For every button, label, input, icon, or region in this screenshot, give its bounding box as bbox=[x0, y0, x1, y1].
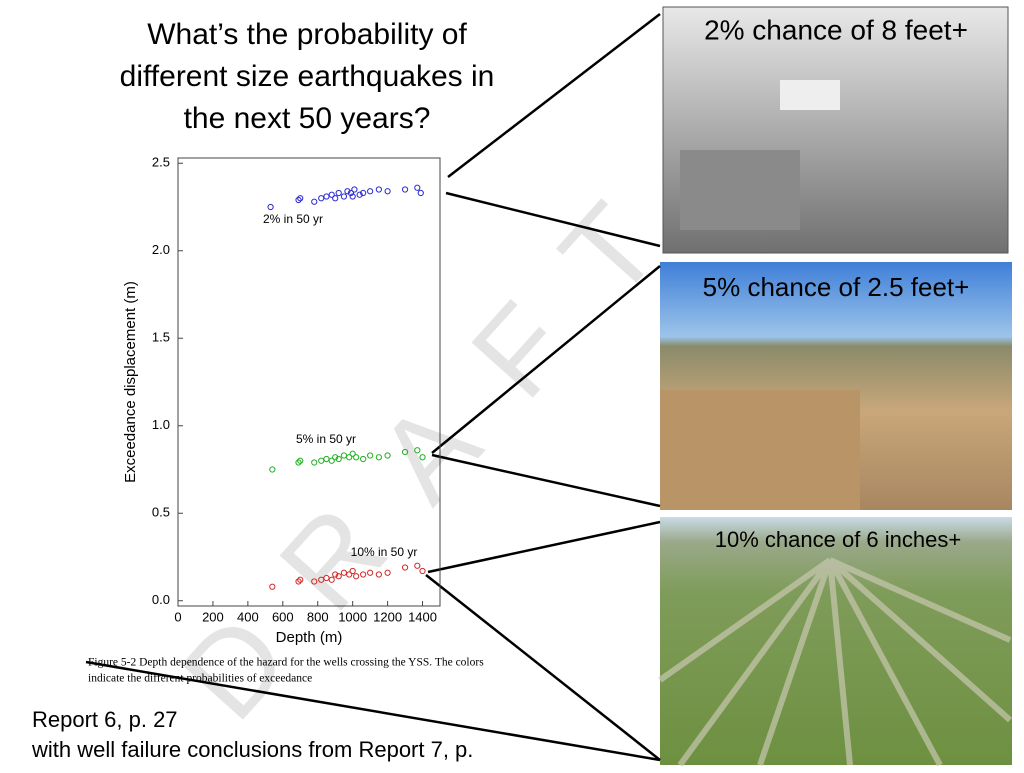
data-point bbox=[297, 576, 304, 583]
x-tick-label: 1200 bbox=[373, 609, 402, 624]
series-label: 5% in 50 yr bbox=[296, 432, 356, 446]
data-point bbox=[311, 578, 318, 585]
data-point bbox=[375, 571, 382, 578]
x-tick-label: 600 bbox=[272, 609, 294, 624]
data-point bbox=[344, 188, 351, 195]
data-point bbox=[297, 457, 304, 464]
y-tick-label: 0.5 bbox=[152, 505, 170, 520]
photo-building bbox=[780, 80, 840, 110]
data-point bbox=[332, 195, 339, 202]
connectors bbox=[85, 13, 661, 762]
y-tick-label: 1.0 bbox=[152, 417, 170, 432]
data-point bbox=[335, 573, 342, 580]
photo-scarp bbox=[660, 390, 860, 510]
data-point bbox=[401, 448, 409, 456]
data-point bbox=[414, 184, 421, 191]
data-point bbox=[401, 564, 409, 571]
photo-caption: 2% chance of 8 feet+ bbox=[704, 14, 968, 45]
data-point bbox=[335, 189, 342, 197]
data-point bbox=[311, 459, 318, 466]
data-point bbox=[335, 455, 342, 463]
y-tick-label: 2.5 bbox=[152, 155, 170, 170]
data-point bbox=[360, 455, 367, 463]
data-point bbox=[340, 193, 348, 200]
x-axis-label: Depth (m) bbox=[276, 629, 343, 646]
y-axis-label: Exceedance displacement (m) bbox=[122, 281, 139, 483]
data-point bbox=[384, 188, 391, 195]
data-point bbox=[297, 195, 304, 202]
photo-furrows bbox=[658, 557, 1012, 767]
data-point bbox=[375, 454, 382, 461]
data-point bbox=[353, 573, 360, 580]
data-point bbox=[419, 567, 426, 575]
data-point bbox=[323, 193, 330, 200]
figure-caption: Figure 5-2 Depth dependence of the hazar… bbox=[88, 657, 484, 669]
data-point bbox=[311, 198, 318, 205]
photo-fence bbox=[680, 150, 800, 230]
data-point bbox=[353, 454, 360, 461]
y-tick-label: 0.0 bbox=[152, 592, 170, 607]
photo-caption: 5% chance of 2.5 feet+ bbox=[703, 272, 970, 302]
data-point bbox=[340, 569, 348, 576]
data-point bbox=[267, 203, 274, 211]
slide-title: What’s the probability of bbox=[147, 18, 467, 51]
data-point bbox=[318, 195, 325, 202]
y-tick-label: 1.5 bbox=[152, 330, 170, 345]
data-point bbox=[414, 447, 421, 454]
slide-title: the next 50 years? bbox=[184, 102, 431, 135]
x-tick-label: 1000 bbox=[338, 609, 367, 624]
data-point bbox=[328, 457, 335, 464]
plot-frame bbox=[177, 157, 441, 607]
x-tick-label: 200 bbox=[202, 609, 224, 624]
data-point bbox=[367, 452, 374, 459]
x-tick-label: 0 bbox=[174, 609, 181, 624]
photo-caption: 10% chance of 6 inches+ bbox=[715, 527, 961, 552]
data-point bbox=[346, 454, 353, 461]
data-point bbox=[332, 571, 339, 578]
data-point bbox=[384, 452, 391, 459]
x-tick-label: 800 bbox=[307, 609, 329, 624]
data-point bbox=[367, 569, 374, 576]
data-point bbox=[318, 576, 325, 583]
data-point bbox=[401, 186, 409, 193]
series-label: 2% in 50 yr bbox=[263, 212, 323, 226]
data-point bbox=[414, 562, 421, 569]
data-point bbox=[328, 191, 335, 198]
data-point bbox=[417, 189, 424, 197]
data-point bbox=[323, 574, 330, 582]
data-point bbox=[340, 452, 348, 459]
source-note: with well failure conclusions from Repor… bbox=[31, 737, 473, 762]
y-tick-label: 2.0 bbox=[152, 242, 170, 257]
photos bbox=[658, 6, 1012, 767]
data-point bbox=[295, 578, 302, 585]
data-point bbox=[347, 189, 355, 197]
data-point bbox=[295, 459, 302, 466]
x-tick-label: 1400 bbox=[408, 609, 437, 624]
data-point bbox=[269, 466, 276, 473]
series-label: 10% in 50 yr bbox=[351, 545, 418, 559]
figure-caption: indicate the different probabilities of … bbox=[88, 673, 312, 685]
data-point bbox=[349, 567, 356, 575]
data-point bbox=[419, 454, 426, 461]
data-point bbox=[318, 457, 325, 464]
data-point bbox=[295, 196, 302, 204]
data-point bbox=[375, 186, 382, 193]
data-point bbox=[367, 188, 374, 195]
data-point bbox=[349, 193, 356, 200]
data-point bbox=[384, 569, 391, 576]
data-point bbox=[332, 454, 339, 461]
data-point bbox=[360, 571, 367, 578]
data-point bbox=[360, 189, 367, 197]
data-point bbox=[269, 583, 276, 590]
data-point bbox=[328, 576, 335, 583]
data-point bbox=[351, 186, 358, 193]
x-tick-label: 400 bbox=[237, 609, 259, 624]
data-point bbox=[349, 450, 356, 457]
data-point bbox=[356, 191, 363, 198]
slide-title: different size earthquakes in bbox=[120, 60, 495, 93]
data-point bbox=[346, 571, 353, 578]
source-note: Report 6, p. 27 bbox=[32, 707, 178, 732]
data-point bbox=[323, 455, 330, 463]
